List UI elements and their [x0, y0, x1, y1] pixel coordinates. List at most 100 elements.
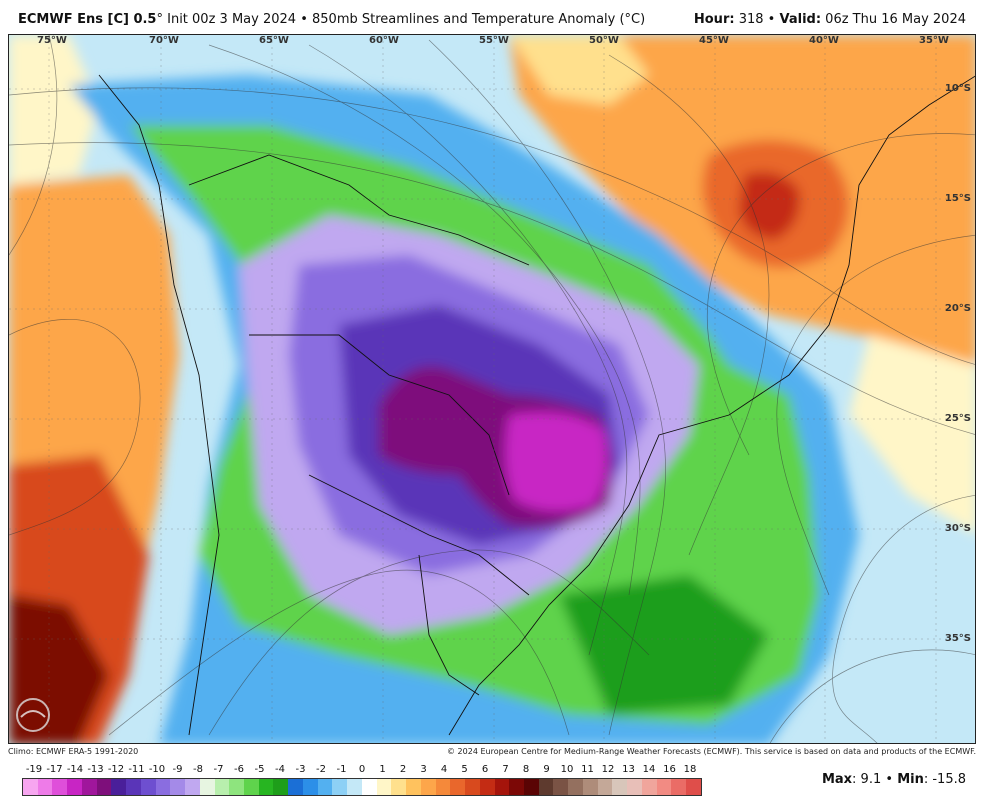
lat-label: 35°S [944, 633, 971, 644]
colorbar-swatch [538, 779, 554, 795]
colorbar-swatch [170, 779, 186, 795]
lat-label: 25°S [944, 413, 971, 424]
colorbar-swatch [612, 779, 628, 795]
init-time: Init 00z 3 May 2024 [167, 12, 297, 27]
colorbar-swatch [214, 779, 230, 795]
colorbar-tick-label: -2 [316, 764, 326, 775]
colorbar-swatch [597, 779, 613, 795]
lon-label: 45°W [699, 35, 729, 46]
colorbar-swatch [229, 779, 245, 795]
colorbar-tick-label: -3 [295, 764, 306, 775]
colorbar-swatch [244, 779, 259, 795]
lon-label: 40°W [809, 35, 839, 46]
colorbar: -19 -17 -14 -13 -12 -11 -10 -9 -8 -7 -6 -5 -4 -3 -2 -1 0… [22, 764, 702, 802]
colorbar-swatch [406, 779, 421, 795]
colorbar-swatch [37, 779, 53, 795]
lon-label: 70°W [149, 35, 179, 46]
colorbar-swatch [273, 779, 289, 795]
colorbar-tick-label: 0 [358, 764, 366, 775]
colorbar-swatch [568, 779, 583, 795]
lon-label: 35°W [919, 35, 949, 46]
colorbar-tick-label: -17 [46, 764, 63, 775]
lat-label: 15°S [944, 193, 971, 204]
colorbar-swatch [23, 779, 38, 795]
colorbar-tick-label: 14 [642, 764, 656, 775]
colorbar-swatches [22, 778, 702, 796]
colorbar-swatch [185, 779, 200, 795]
colorbar-swatch [671, 779, 687, 795]
colorbar-swatch [361, 779, 377, 795]
copyright: © 2024 European Centre for Medium-Range … [447, 747, 976, 756]
colorbar-tick-label: 11 [581, 764, 594, 775]
lon-label: 60°W [369, 35, 399, 46]
colorbar-swatch [656, 779, 672, 795]
colorbar-tick-label: 4 [440, 764, 448, 775]
colorbar-swatch [52, 779, 68, 795]
colorbar-tick-label: -6 [234, 764, 244, 775]
colorbar-swatch [111, 779, 127, 795]
colorbar-swatch [96, 779, 112, 795]
lon-label: 55°W [479, 35, 509, 46]
colorbar-tick-label: 12 [601, 764, 615, 775]
colorbar-swatch [450, 779, 466, 795]
map-panel[interactable]: 75°W 70°W 65°W 60°W 55°W 50°W 45°W 40°W … [8, 34, 976, 744]
lat-label: 10°S [944, 83, 971, 94]
colorbar-swatch [347, 779, 362, 795]
colorbar-tick-label: -11 [128, 764, 145, 775]
colorbar-swatch [420, 779, 436, 795]
colorbar-tick-label: -1 [336, 764, 347, 775]
colorbar-tick-label: 8 [522, 764, 530, 775]
header-title: ECMWF Ens [C] 0.5° Init 00z 3 May 2024 •… [18, 12, 646, 27]
colorbar-tick-label: -5 [254, 764, 265, 775]
colorbar-swatch [509, 779, 524, 795]
colorbar-swatch [67, 779, 82, 795]
colorbar-tick-label: -10 [148, 764, 166, 775]
max-min: Max: 9.1 • Min: -15.8 [821, 772, 966, 787]
header: ECMWF Ens [C] 0.5° Init 00z 3 May 2024 •… [0, 0, 984, 34]
colorbar-swatch [376, 779, 392, 795]
colorbar-tick-label: 9 [543, 764, 550, 775]
colorbar-tick-label: -4 [275, 764, 285, 775]
colorbar-swatch [140, 779, 156, 795]
weatherbell-logo-icon [16, 698, 50, 732]
colorbar-swatch [641, 779, 657, 795]
lon-label: 65°W [259, 35, 289, 46]
colorbar-swatch [553, 779, 569, 795]
min-value: : -15.8 [923, 772, 966, 787]
colorbar-swatch [494, 779, 510, 795]
colorbar-swatch [258, 779, 274, 795]
lon-label: 50°W [589, 35, 619, 46]
lon-label: 75°W [37, 35, 67, 46]
colorbar-tick-label: 10 [560, 764, 574, 775]
colorbar-swatch [523, 779, 539, 795]
colorbar-tick-label: -13 [87, 764, 104, 775]
colorbar-swatch [126, 779, 141, 795]
forecast-hour: 318 [738, 12, 764, 27]
colorbar-tick-label: -9 [172, 764, 183, 775]
header-valid: Hour: 318 • Valid: 06z Thu 16 May 2024 [693, 12, 966, 27]
lat-label: 20°S [944, 303, 971, 314]
colorbar-tick-label: 7 [502, 764, 509, 775]
colorbar-tick-label: 3 [420, 764, 427, 775]
product-name: 850mb Streamlines and Temperature Anomal… [312, 12, 646, 27]
colorbar-swatch [288, 779, 303, 795]
colorbar-tick-label: -12 [107, 764, 125, 775]
valid-time: 06z Thu 16 May 2024 [825, 12, 966, 27]
lat-label: 30°S [944, 523, 971, 534]
colorbar-swatch [391, 779, 407, 795]
colorbar-tick-label: -7 [213, 764, 224, 775]
colorbar-tick-label: -19 [25, 764, 43, 775]
colorbar-tick-label: 5 [461, 764, 468, 775]
colorbar-tick-label: 2 [399, 764, 407, 775]
colorbar-tick-label: 18 [683, 764, 697, 775]
colorbar-swatch [686, 779, 701, 795]
colorbar-swatch [302, 779, 318, 795]
colorbar-tick-label: -14 [66, 764, 84, 775]
colorbar-swatch [479, 779, 495, 795]
model-name: ECMWF Ens [C] 0.5 [18, 12, 157, 27]
anomaly-map [9, 35, 975, 743]
colorbar-swatch [81, 779, 97, 795]
colorbar-swatch [317, 779, 333, 795]
colorbar-swatch [435, 779, 451, 795]
colorbar-swatch [465, 779, 480, 795]
